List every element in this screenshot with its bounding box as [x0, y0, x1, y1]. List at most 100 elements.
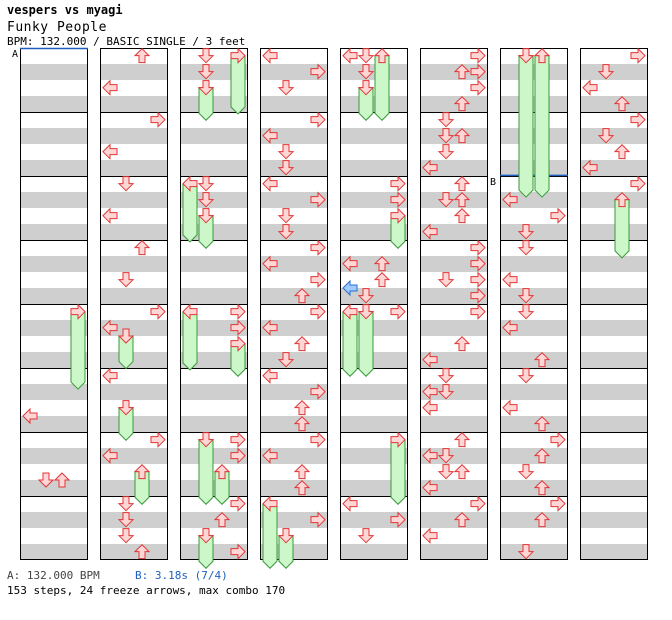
step-arrow-right — [150, 303, 166, 320]
step-arrow-right — [630, 175, 646, 192]
step-arrow-down — [437, 128, 455, 144]
step-arrow-down — [277, 144, 295, 160]
step-arrow-down — [117, 528, 135, 544]
step-arrow-left — [262, 127, 278, 144]
beat-stripe — [100, 512, 168, 528]
step-arrow-right — [310, 63, 326, 80]
step-arrow-left — [422, 351, 438, 368]
beat-stripe — [260, 256, 328, 272]
column-border — [100, 48, 168, 560]
freeze-head-right — [230, 335, 246, 352]
step-arrow-right — [310, 191, 326, 208]
step-arrow-down — [357, 288, 375, 304]
step-arrow-up — [453, 463, 471, 480]
step-arrow-left — [422, 479, 438, 496]
step-arrow-right — [470, 287, 486, 304]
step-arrow-up — [133, 47, 151, 64]
step-arrow-down — [437, 272, 455, 288]
beat-stripe — [180, 288, 248, 304]
step-arrow-left — [422, 527, 438, 544]
step-arrow-down — [277, 224, 295, 240]
beat-stripe — [500, 160, 568, 176]
step-arrow-left — [502, 191, 518, 208]
step-arrow-left — [422, 399, 438, 416]
freeze-arrow-left — [182, 183, 198, 243]
step-arrow-left — [262, 255, 278, 272]
beat-stripe — [180, 128, 248, 144]
beat-stripe — [260, 160, 328, 176]
beat-stripe — [100, 320, 168, 336]
freeze-head-up — [373, 47, 391, 64]
step-arrow-right — [550, 495, 566, 512]
column-border — [260, 48, 328, 560]
freeze-arrow-right — [70, 311, 86, 390]
freeze-arrow-down — [198, 439, 214, 505]
beat-stripe — [20, 288, 88, 304]
step-arrow-up — [133, 543, 151, 560]
step-arrow-down — [517, 224, 535, 240]
step-arrow-up — [533, 415, 551, 432]
beat-stripe — [100, 384, 168, 400]
step-arrow-left — [102, 143, 118, 160]
step-arrow-left — [262, 367, 278, 384]
step-arrow-down — [197, 48, 215, 64]
chart-column — [20, 48, 88, 560]
freeze-head-left — [182, 175, 198, 192]
freeze-head-right — [390, 207, 406, 224]
step-arrow-down — [517, 464, 535, 480]
freeze-head-down — [197, 528, 215, 544]
step-arrow-down — [197, 176, 215, 192]
beat-stripe — [20, 128, 88, 144]
step-arrow-right — [230, 431, 246, 448]
beat-stripe — [20, 192, 88, 208]
beat-stripe — [180, 480, 248, 496]
chart-column — [500, 48, 568, 560]
step-arrow-right — [310, 511, 326, 528]
beat-stripe — [500, 544, 568, 560]
step-arrow-down — [597, 64, 615, 80]
beat-stripe — [260, 384, 328, 400]
step-arrow-right — [150, 111, 166, 128]
beat-stripe — [100, 256, 168, 272]
beat-stripe — [340, 384, 408, 400]
beat-stripe — [340, 544, 408, 560]
freeze-head-up — [613, 191, 631, 208]
step-arrow-up — [453, 95, 471, 112]
beat-stripe — [580, 544, 648, 560]
step-arrow-down — [37, 472, 55, 488]
beat-stripe — [100, 416, 168, 432]
beat-stripe — [100, 448, 168, 464]
freeze-arrow-up — [374, 55, 390, 121]
step-arrow-down — [437, 448, 455, 464]
step-arrow-down — [517, 304, 535, 320]
step-arrow-up — [133, 239, 151, 256]
step-arrow-down — [357, 48, 375, 64]
beat-stripe — [340, 160, 408, 176]
beat-stripe — [20, 160, 88, 176]
step-arrow-left — [22, 407, 38, 425]
step-arrow-right — [310, 239, 326, 256]
beat-stripe — [580, 160, 648, 176]
step-arrow-right — [230, 303, 246, 320]
step-arrow-up — [293, 399, 311, 416]
step-arrow-down — [277, 160, 295, 176]
step-arrow-up — [453, 127, 471, 144]
beat-stripe — [100, 160, 168, 176]
step-arrow-left — [502, 271, 518, 288]
beat-stripe — [580, 320, 648, 336]
beat-stripe — [100, 96, 168, 112]
freeze-arrow-left — [342, 311, 358, 377]
step-arrow-right — [470, 255, 486, 272]
beat-stripe — [100, 288, 168, 304]
beat-stripe — [340, 96, 408, 112]
beat-stripe — [340, 192, 408, 208]
freeze-head-left — [342, 303, 358, 320]
step-arrow-up — [453, 431, 471, 448]
beat-stripe — [260, 352, 328, 368]
step-arrow-up — [293, 335, 311, 352]
step-arrow-down — [277, 208, 295, 224]
beat-stripe — [260, 320, 328, 336]
freeze-head-down — [517, 48, 535, 64]
beat-stripe — [420, 320, 488, 336]
step-arrow-up — [453, 335, 471, 352]
